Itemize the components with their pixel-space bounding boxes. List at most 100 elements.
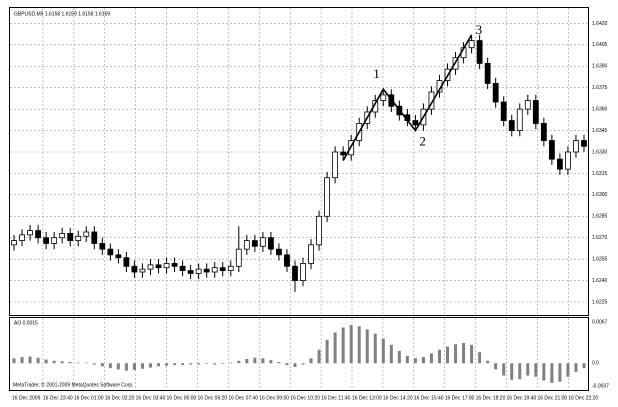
y-tick-label: 1.6360 (592, 106, 608, 112)
indicator-bar (181, 363, 185, 366)
candle-body (476, 40, 483, 64)
candle-body (43, 237, 50, 244)
indicator-bar (293, 363, 297, 367)
y-tick-label: 1.6285 (592, 214, 608, 220)
indicator-bar (52, 360, 56, 364)
marks: 1.6225 1.6240 1.6255 1.6270 1.6285 1.6300 1.63… (11, 21, 609, 401)
candle-body (107, 248, 114, 256)
candle-body (259, 237, 266, 247)
indicator-tick-label: 0.0067 (592, 319, 608, 325)
indicator-bar (534, 363, 538, 377)
indicator-bar (462, 342, 466, 364)
indicator-bar (165, 363, 169, 366)
x-tick-label: 16 Dec 19:40 (507, 395, 537, 401)
candle-body (532, 100, 539, 124)
candle-body (492, 83, 499, 103)
wave-label: 2 (419, 134, 426, 149)
candle-body (292, 265, 298, 281)
y-tick-label: 1.6405 (592, 42, 608, 48)
candle-body (91, 231, 98, 244)
indicator-bar (373, 333, 377, 364)
candle-body (332, 151, 339, 179)
candle-body (67, 233, 74, 241)
candle-body (219, 267, 226, 271)
y-tick-label: 1.6255 (592, 256, 608, 262)
indicator-bar (317, 349, 321, 364)
candle-body (147, 264, 154, 270)
y-tick-label: 1.6240 (592, 278, 608, 284)
x-tick-label: 16 Dec 09:00 (259, 395, 289, 401)
candle-body (51, 237, 58, 244)
candle-body (35, 230, 41, 239)
indicator-bar (381, 338, 385, 364)
candle-body (308, 244, 314, 264)
candle-body (131, 265, 138, 273)
candle-body (99, 243, 106, 250)
candle-body (548, 140, 555, 160)
candle-body (524, 100, 531, 110)
indicator-bar (301, 363, 305, 365)
candle-body (508, 120, 515, 131)
x-tick-label: 16 Dec 23:40 (43, 395, 73, 401)
x-tick-label: 16 Dec 02:20 (105, 395, 135, 401)
indicator-bar (494, 363, 498, 370)
candle-body (276, 248, 282, 256)
indicator-bar (197, 363, 201, 365)
candle-body (500, 101, 507, 121)
candle-body (468, 40, 475, 49)
y-tick-label: 1.6345 (592, 128, 608, 134)
wave-label: 3 (476, 22, 483, 37)
indicator-bar (566, 363, 570, 377)
indicator-bar (365, 329, 369, 364)
indicator-bar (261, 358, 265, 364)
indicator-bar (446, 346, 450, 364)
x-tick-label: 16 Dec 15:40 (414, 395, 444, 401)
candle-body (380, 94, 387, 101)
indicator-bar (357, 326, 361, 364)
indicator-bar (205, 363, 209, 364)
x-tick-label: 16 Dec 17:00 (445, 395, 475, 401)
indicator-bar (36, 357, 40, 364)
indicator-bar (12, 358, 16, 364)
x-tick-label: 16 Dec 11:40 (321, 395, 351, 401)
indicator-bar (245, 358, 249, 364)
candle-body (75, 235, 82, 241)
wave-label: 1 (373, 66, 380, 81)
indicator-bar (437, 349, 441, 364)
indicator-bar (502, 363, 506, 376)
y-tick-label: 1.6270 (592, 235, 608, 241)
indicator-bar (132, 363, 136, 370)
candle-body (171, 263, 178, 267)
indicator-bar (148, 363, 152, 368)
x-tick-label: 16 Dec 22:20 (568, 395, 598, 401)
indicator-bar (92, 363, 96, 365)
indicator-bar (558, 363, 562, 382)
indicator-bar (108, 363, 112, 369)
indicator-tick-label: -0.0037 (592, 383, 609, 389)
indicator-bar (237, 360, 241, 364)
indicator-bar (253, 357, 257, 364)
indicator-bar (28, 356, 32, 364)
grid (10, 8, 588, 390)
x-tick-label: 16 Dec 18:20 (476, 395, 506, 401)
indicator-bar (333, 332, 337, 364)
candle-body (284, 254, 290, 267)
candle-body (484, 63, 491, 84)
indicator-tick-label: 0.0 (592, 361, 599, 367)
indicator-bar (510, 363, 514, 380)
price-panel (9, 7, 589, 316)
candle-body (235, 248, 242, 267)
x-tick-label: 16 Dec 10:20 (290, 395, 320, 401)
indicator-bar (20, 357, 24, 364)
indicator-bar (518, 363, 522, 380)
y-tick-label: 1.6420 (592, 21, 608, 27)
y-tick-label: 1.6375 (592, 85, 608, 91)
candle-body (123, 257, 130, 267)
candle-body (163, 263, 170, 269)
indicator-bar (44, 359, 48, 364)
candle-body (412, 120, 419, 126)
x-tick-label: 16 Dec 13:00 (352, 395, 382, 401)
wave-line (342, 34, 473, 161)
candle-body (155, 264, 162, 269)
